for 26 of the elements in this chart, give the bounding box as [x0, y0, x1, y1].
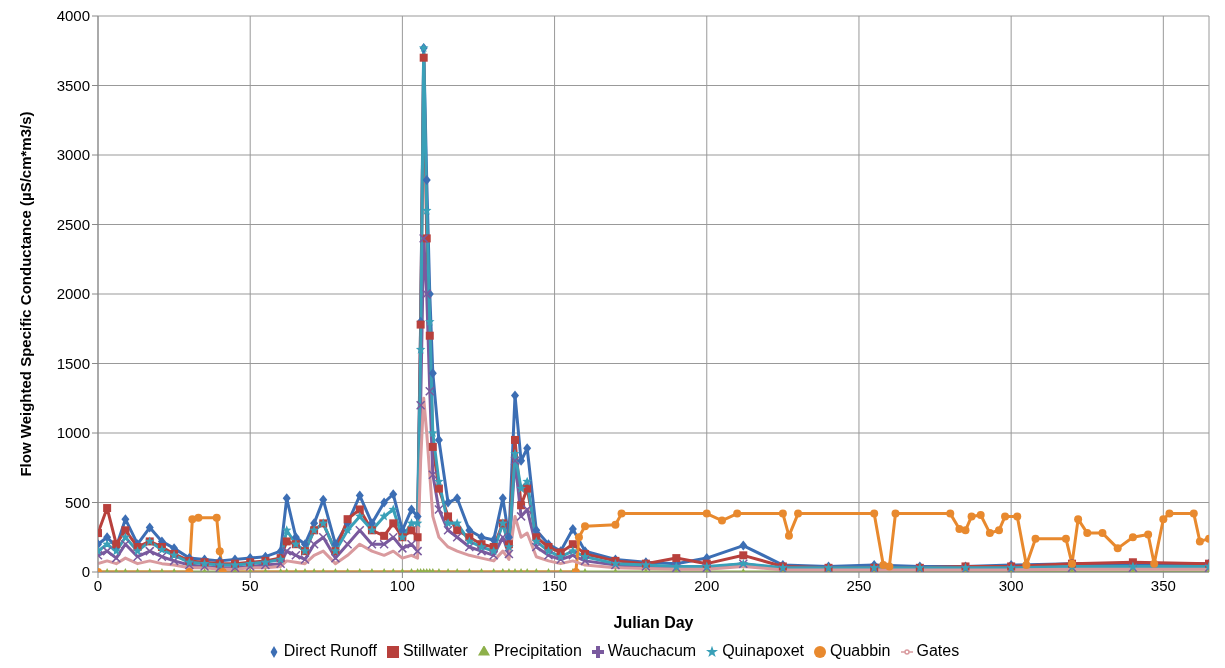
x-tick-label: 50 [241, 576, 259, 594]
y-tick-label: 0 [81, 563, 90, 581]
legend-label: Quinapoxet [722, 642, 804, 659]
y-tick-label: 2500 [56, 215, 90, 233]
x-tick-label: 250 [846, 576, 872, 594]
y-tick-label: 3500 [56, 76, 90, 94]
legend-label: Quabbin [830, 642, 891, 659]
x-axis-title: Julian Day [613, 614, 694, 631]
y-tick-label: 1500 [56, 354, 90, 372]
legend-label: Direct Runoff [283, 642, 377, 659]
y-tick-label: 1000 [56, 424, 90, 442]
y-tick-label: 500 [64, 493, 90, 511]
x-tick-label: 200 [694, 576, 720, 594]
y-tick-label: 4000 [56, 7, 90, 25]
legend-label: Stillwater [402, 642, 468, 659]
legend-label: Precipitation [493, 642, 582, 659]
y-tick-label: 3000 [56, 146, 90, 164]
x-tick-label: 150 [542, 576, 568, 594]
y-tick-label: 2000 [56, 285, 90, 303]
x-tick-label: 350 [1150, 576, 1176, 594]
x-tick-label: 100 [389, 576, 415, 594]
x-tick-label: 0 [93, 576, 103, 594]
legend-label: Gates [916, 642, 960, 659]
y-axis-title: Flow Weighted Specific Conductance (µS/cm*m3/s) [17, 111, 35, 477]
x-tick-label: 300 [998, 576, 1024, 594]
legend-label: Wauchacum [607, 642, 697, 659]
